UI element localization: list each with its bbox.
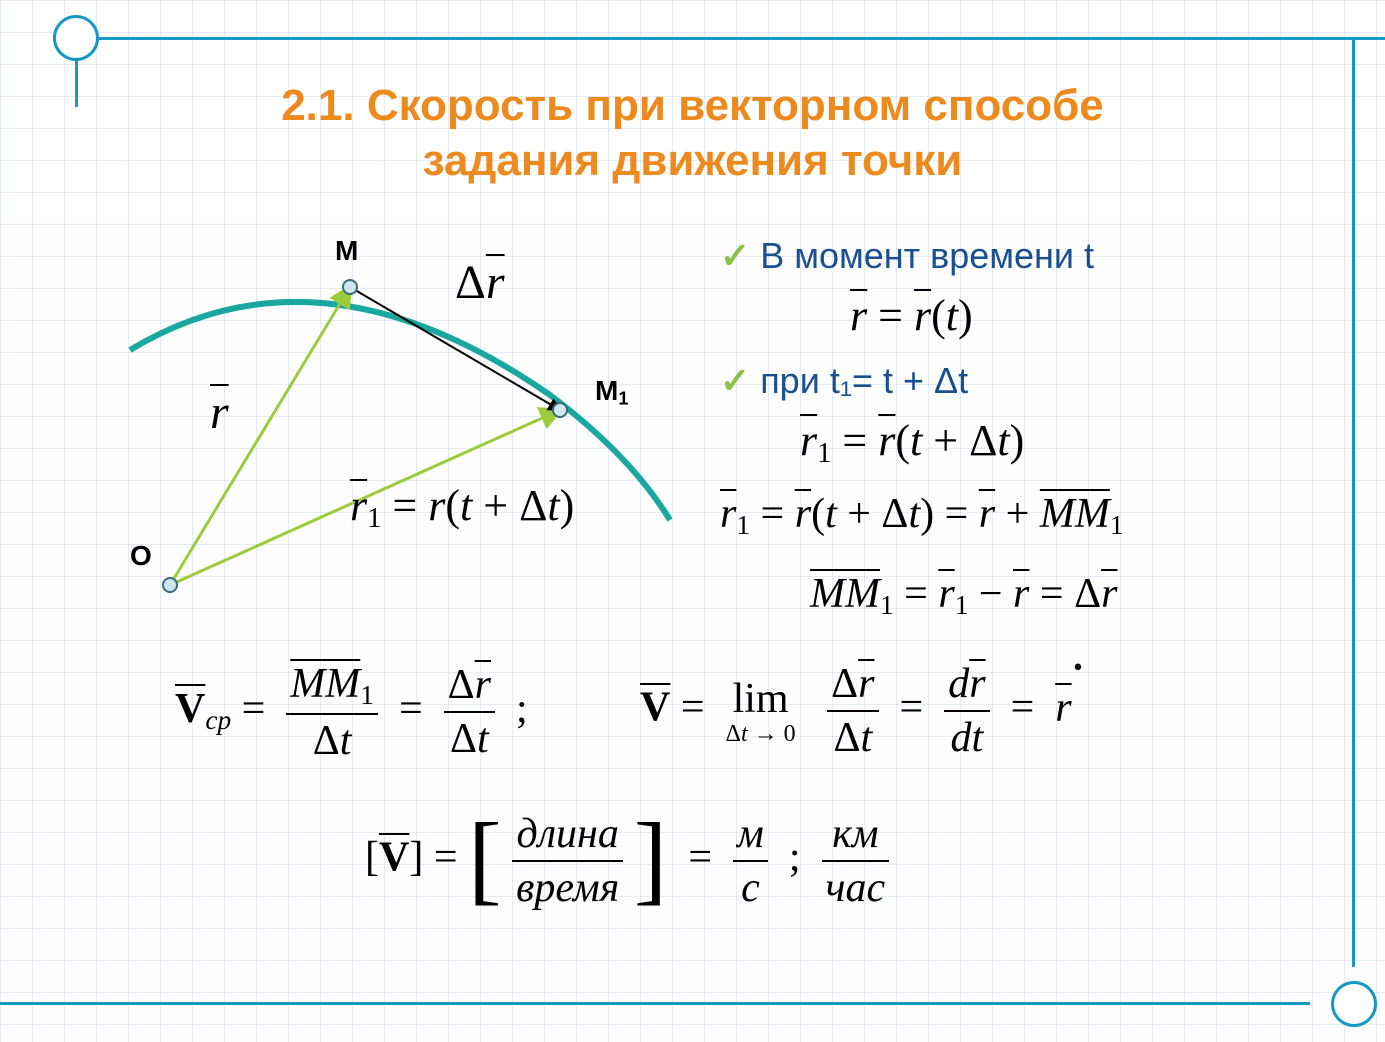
bullet-1: ✓ В момент времени t [720,235,1094,277]
check-icon: ✓ [720,360,750,401]
label-M: M [335,235,358,267]
point-M1 [553,403,567,417]
slide-title: 2.1. Скорость при векторном способе зада… [0,78,1385,188]
check-icon: ✓ [720,235,750,276]
vector-r [170,287,350,585]
point-M [343,280,357,294]
label-O: O [130,540,152,572]
frame-bottom [0,1002,1310,1005]
eq-v-instant: V = lim Δt → 0 Δr Δt = dr dt = r [640,660,1072,762]
eq-mm-delta-r: MM1 = r1 − r = Δr [810,570,1117,621]
eq-r-of-t: r = r(t) [850,290,973,341]
eq-v-avg: Vср = MM1 Δt = Δr Δt ; [175,660,528,765]
label-M1: M1 [595,375,628,410]
slide-root: 2.1. Скорость при векторном способе зада… [0,0,1385,1042]
title-line-2: задания движения точки [423,136,963,185]
corner-ring-bottom-right [1331,981,1377,1027]
eq-r1: r1 = r(t + Δt) [800,415,1024,470]
eq-r1-diagram: r1 = r(t + Δt) [350,480,574,535]
eq-r1-mm: r1 = r(t + Δt) = r + MM1 [720,490,1123,541]
label-delta-r: Δr [455,255,505,310]
label-r: r [210,385,229,440]
title-line-1: 2.1. Скорость при векторном способе [281,81,1104,130]
bullet-1-text: В момент времени t [760,235,1094,276]
point-O [163,578,177,592]
corner-ring-top-left [53,15,99,61]
eq-v-dim: [V] = [ длина время ] = м с ; км час [365,810,889,912]
frame-top [75,37,1385,40]
bullet-2-text: при t₁= t + Δt [760,360,968,401]
vector-diagram [90,215,710,635]
bullet-2: ✓ при t₁= t + Δt [720,360,968,402]
